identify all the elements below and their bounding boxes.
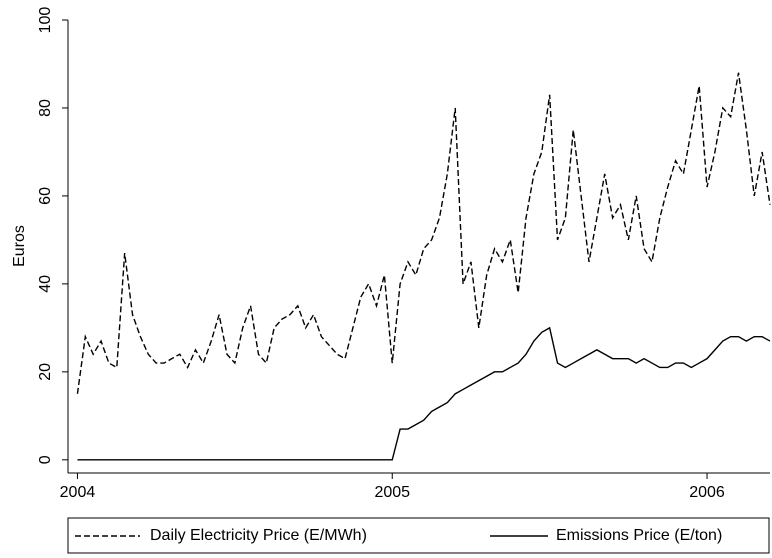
y-axis-title: Euros — [11, 225, 28, 267]
legend-label: Daily Electricity Price (E/MWh) — [150, 527, 367, 544]
legend — [67, 517, 770, 554]
y-tick-label: 40 — [37, 275, 54, 293]
x-tick-label: 2006 — [689, 484, 725, 501]
y-tick-label: 80 — [37, 99, 54, 117]
x-tick-label: 2005 — [374, 484, 410, 501]
x-tick-label: 2004 — [60, 484, 96, 501]
series-line — [77, 326, 771, 461]
y-tick-label: 100 — [37, 7, 54, 34]
legend-label: Emissions Price (E/ton) — [556, 527, 722, 544]
y-tick-label: 0 — [37, 455, 54, 464]
y-tick-label: 60 — [37, 187, 54, 205]
y-tick-label: 20 — [37, 363, 54, 381]
series-line — [76, 72, 771, 394]
